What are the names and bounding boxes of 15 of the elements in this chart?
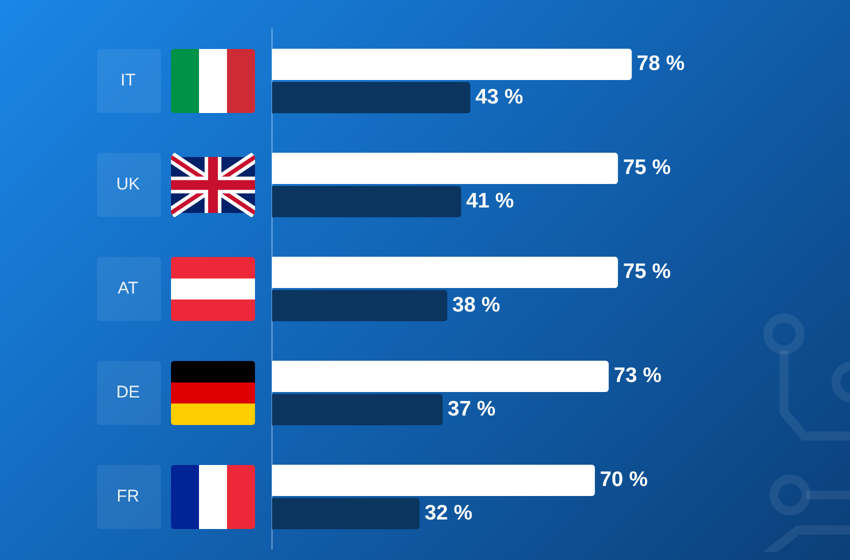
y-tick-label: FR bbox=[116, 486, 140, 506]
data-label: 32 % bbox=[424, 501, 473, 524]
data-label: 41 % bbox=[466, 189, 514, 212]
y-tick-label: AT bbox=[118, 278, 138, 298]
data-label: 75 % bbox=[622, 156, 672, 180]
y-tick-label: IT bbox=[120, 70, 136, 90]
data-label: 37 % bbox=[448, 397, 496, 420]
data-label: 38 % bbox=[452, 293, 500, 316]
y-tick-label: UK bbox=[116, 174, 140, 194]
data-label: 43 % bbox=[475, 85, 524, 108]
data-label: 70 % bbox=[600, 468, 648, 492]
data-label: 75 % bbox=[622, 260, 672, 284]
data-label: 73 % bbox=[614, 364, 662, 388]
data-label: 78 % bbox=[636, 52, 685, 76]
y-tick-label: DE bbox=[116, 382, 140, 402]
